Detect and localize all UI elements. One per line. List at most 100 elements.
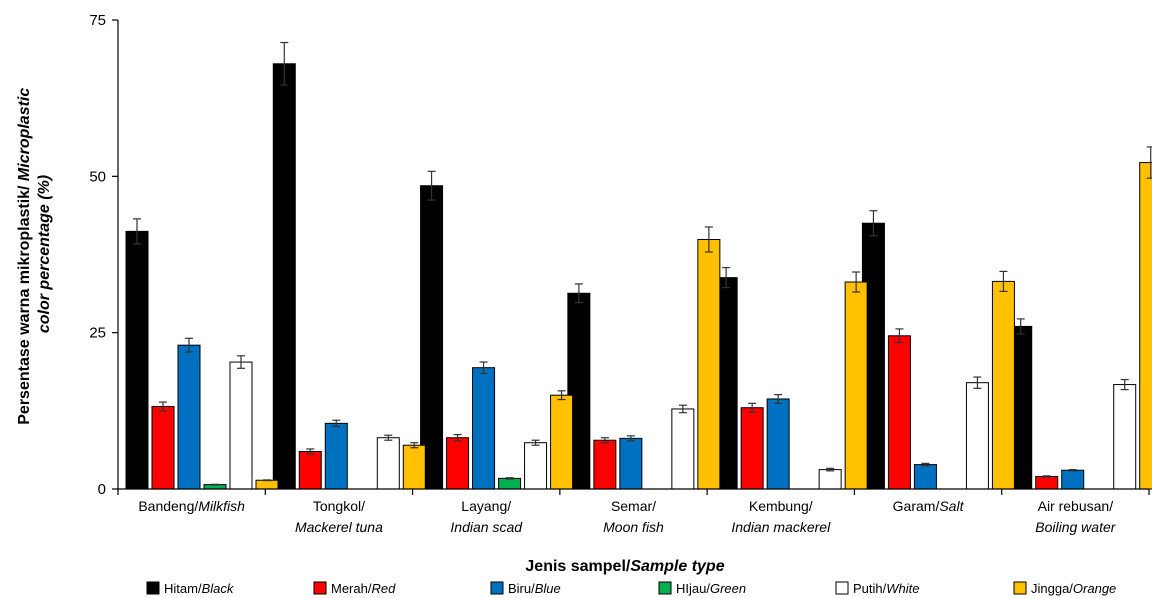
legend-item-orange: Jingga/Orange <box>1013 581 1116 596</box>
bar-blue-2 <box>472 367 496 490</box>
bar-black-2 <box>420 185 444 490</box>
legend-label: Merah/Red <box>331 581 396 596</box>
category-label-line2: Boiling water <box>1035 519 1116 535</box>
legend-item-black: Hitam/Black <box>146 581 235 596</box>
legend-item-red: Merah/Red <box>313 581 396 596</box>
category-label: Air rebusan/ <box>1038 498 1114 514</box>
error-bar-blue-1 <box>332 419 341 428</box>
category-label: Tongkol/ <box>313 498 365 514</box>
error-bar-red-0 <box>159 401 167 412</box>
error-bar-green-0 <box>211 483 219 486</box>
bar-red-0 <box>151 405 175 490</box>
legend-item-blue: Biru/Blue <box>490 581 561 596</box>
y-tick-label: 0 <box>98 481 106 498</box>
y-axis-title: Persentase warna mikroplastik/ Microplas… <box>16 83 53 424</box>
bar-orange-3 <box>697 238 721 490</box>
bar-white-0 <box>229 361 253 490</box>
bar-white-5 <box>965 382 989 490</box>
legend-swatch <box>658 581 672 595</box>
category-label: Layang/ <box>461 498 511 514</box>
bar-blue-0 <box>177 344 201 490</box>
legend: Hitam/Black Merah/Red Biru/Blue HIjau/Green… <box>146 581 1116 596</box>
bar-blue-6 <box>1061 469 1085 490</box>
error-bar-orange-5 <box>999 270 1008 292</box>
bar-red-4 <box>740 407 764 490</box>
bar-red-2 <box>446 437 470 490</box>
error-bar-white-0 <box>237 355 245 369</box>
y-axis-title-line1-plain: Persentase warna mikroplastik/ <box>16 181 33 425</box>
bar-white-4 <box>818 469 842 490</box>
bar-orange-1 <box>402 444 426 490</box>
legend-label: Hitam/Black <box>164 581 235 596</box>
bar-black-1 <box>272 63 296 490</box>
legend-label: Biru/Blue <box>508 581 561 596</box>
category-label-line2: Mackerel tuna <box>295 519 383 535</box>
category-label-line2: Indian mackerel <box>731 519 831 535</box>
error-bar-black-5 <box>869 210 878 237</box>
x-category-labels: Bandeng/Milkfish Tongkol/Mackerel tuna Lay… <box>138 498 1116 535</box>
legend-label: HIjau/Green <box>676 581 746 596</box>
error-bar-blue-4 <box>774 393 783 404</box>
error-bar-red-4 <box>748 402 757 413</box>
legend-item-white: Putih/White <box>835 581 919 596</box>
x-axis-title-italic: Sample type <box>630 558 724 575</box>
bar-orange-6 <box>1139 162 1152 490</box>
error-bar-black-6 <box>1016 318 1025 335</box>
legend-swatch <box>146 581 160 595</box>
error-bar-black-2 <box>427 170 436 201</box>
bar-blue-1 <box>324 422 348 490</box>
error-bar-red-5 <box>895 328 904 344</box>
bar-blue-5 <box>913 464 937 490</box>
bar-white-2 <box>524 442 548 490</box>
error-bar-red-6 <box>1042 475 1051 478</box>
error-bar-orange-0 <box>263 479 271 482</box>
bar-white-1 <box>376 437 400 490</box>
error-bar-white-6 <box>1120 378 1129 391</box>
bar-red-6 <box>1035 475 1059 490</box>
y-tick-labels: 0 25 50 75 <box>89 12 106 498</box>
bar-red-3 <box>593 439 617 490</box>
legend-item-green: HIjau/Green <box>658 581 746 596</box>
error-bar-black-1 <box>280 41 289 86</box>
legend-swatch <box>1013 581 1027 595</box>
bar-red-1 <box>298 450 322 490</box>
legend-swatch <box>835 581 849 595</box>
y-axis-title-line2-italic: color percentage (%) <box>36 175 53 333</box>
bars-layer <box>125 41 1152 490</box>
error-bar-white-3 <box>678 404 687 414</box>
legend-swatch <box>490 581 504 595</box>
error-bar-orange-6 <box>1146 146 1152 179</box>
bar-orange-5 <box>991 280 1015 490</box>
error-bar-blue-5 <box>921 462 930 467</box>
error-bar-blue-0 <box>185 337 193 353</box>
bar-red-5 <box>887 335 911 490</box>
error-bar-red-3 <box>600 437 609 444</box>
axes-layer <box>112 19 1150 495</box>
error-bar-green-2 <box>505 477 514 480</box>
error-bar-blue-2 <box>479 361 488 374</box>
error-bar-blue-3 <box>626 435 635 442</box>
error-bar-orange-1 <box>410 442 419 449</box>
legend-swatch <box>313 581 327 595</box>
category-label: Bandeng/Milkfish <box>138 498 245 514</box>
error-bar-red-2 <box>453 433 462 442</box>
error-bar-orange-4 <box>852 271 861 293</box>
category-label-line2: Moon fish <box>603 519 664 535</box>
error-bar-blue-6 <box>1068 469 1077 472</box>
y-axis-title-line1-italic: Microplastic <box>16 88 33 181</box>
legend-label: Jingga/Orange <box>1031 581 1116 596</box>
bar-blue-4 <box>766 398 790 490</box>
error-bar-black-3 <box>574 283 583 304</box>
bar-green-2 <box>498 477 522 490</box>
y-tick-label: 75 <box>89 12 106 29</box>
bar-orange-0 <box>255 479 279 490</box>
error-bar-white-2 <box>531 439 540 446</box>
category-label: Kembung/ <box>749 498 813 514</box>
bar-blue-3 <box>619 437 643 490</box>
error-bar-black-0 <box>133 218 141 245</box>
error-bar-black-4 <box>722 267 731 289</box>
legend-label: Putih/White <box>853 581 919 596</box>
error-bar-white-4 <box>826 467 835 472</box>
error-bar-orange-3 <box>704 226 713 253</box>
